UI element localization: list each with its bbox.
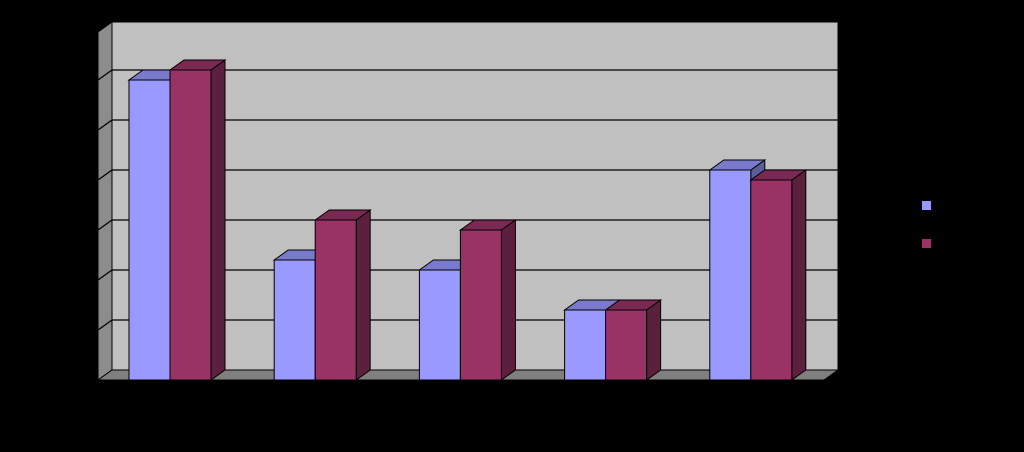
bar — [128, 79, 171, 381]
bar — [605, 309, 648, 381]
bar — [314, 219, 357, 381]
bar-side — [355, 209, 371, 381]
legend-swatch — [922, 201, 931, 210]
bar — [169, 69, 212, 381]
bar-side — [210, 59, 226, 381]
gridline-side — [97, 269, 113, 281]
gridline-side — [97, 69, 113, 81]
bar — [273, 259, 316, 381]
gridline-side — [97, 319, 113, 331]
gridline-side — [97, 119, 113, 131]
bar-side — [500, 219, 516, 381]
bar — [709, 169, 752, 381]
bar — [564, 309, 607, 381]
legend-swatch — [922, 239, 931, 248]
bar-side — [646, 299, 662, 381]
bar — [418, 269, 461, 381]
bar — [750, 179, 793, 381]
gridline-side — [97, 169, 113, 181]
bar-side — [791, 169, 807, 381]
gridline-side — [97, 219, 113, 231]
gridline-side — [97, 19, 113, 31]
bar — [459, 229, 502, 381]
